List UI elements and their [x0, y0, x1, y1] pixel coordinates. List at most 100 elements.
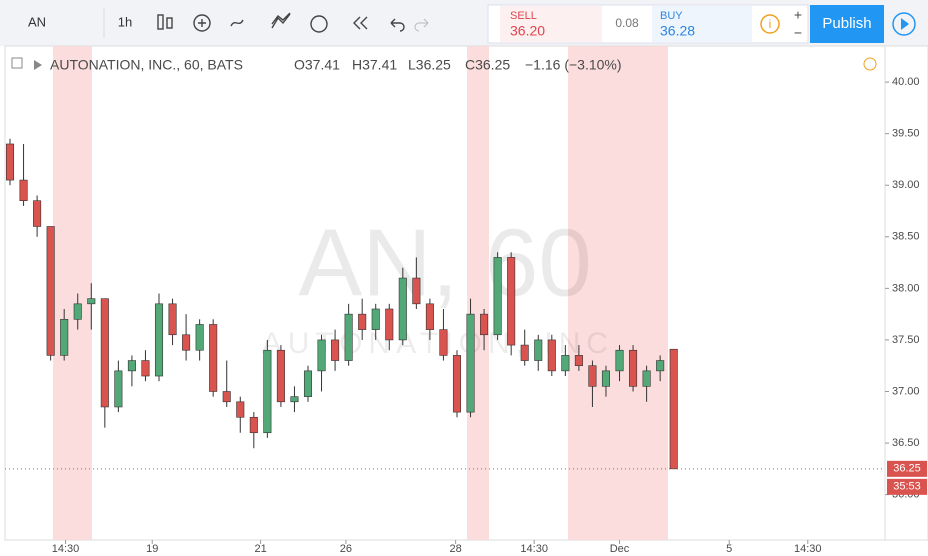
- candle-body: [222, 391, 231, 403]
- candle-body: [601, 370, 611, 387]
- x-tick-label: Dec: [610, 543, 630, 555]
- candle-body: [114, 370, 123, 408]
- y-tick-label: 39.00: [892, 179, 920, 191]
- candle-body: [425, 303, 434, 330]
- watermark-symbol: AN, 60: [298, 209, 591, 316]
- sell-label: SELL: [510, 10, 537, 22]
- session-shading: [53, 46, 668, 540]
- spread: 0.08: [615, 16, 639, 30]
- candle-body: [263, 349, 272, 434]
- svg-text:i: i: [769, 17, 772, 31]
- buy-label: BUY: [660, 10, 683, 22]
- candle-body: [141, 360, 150, 377]
- candle-body: [46, 226, 55, 356]
- candle-body: [493, 257, 502, 336]
- candle-body: [87, 298, 96, 305]
- candle-body: [303, 370, 313, 397]
- candle-body: [60, 318, 69, 356]
- candle-body: [5, 143, 15, 181]
- last-price-box: [887, 460, 927, 477]
- candle-body: [615, 349, 624, 372]
- sell-price: 36.20: [510, 23, 545, 39]
- candle-body: [520, 344, 529, 361]
- candle-body: [73, 303, 82, 320]
- candle-body: [656, 360, 665, 372]
- candle-body: [629, 349, 638, 387]
- candle-body: [317, 339, 326, 372]
- toolbar-icons[interactable]: [157, 12, 405, 33]
- legend-change: −1.16 (−3.10%): [525, 57, 622, 73]
- candle-body: [344, 313, 353, 361]
- candle-body: [182, 334, 191, 351]
- x-tick-label: 19: [146, 543, 158, 555]
- candle-body: [480, 313, 489, 336]
- candle-body: [276, 349, 285, 403]
- alert-icon[interactable]: [760, 14, 780, 34]
- legend-high: H37.41: [352, 57, 397, 73]
- play-button[interactable]: [892, 12, 916, 36]
- x-tick-label: 14:30: [520, 543, 548, 555]
- candle-body: [33, 200, 42, 227]
- candle-body: [642, 370, 651, 387]
- candle-body: [452, 355, 462, 413]
- price-axis: [884, 45, 928, 541]
- x-tick-label: 5: [726, 543, 732, 555]
- candle-body: [168, 303, 177, 336]
- legend-close: C36.25: [465, 57, 510, 73]
- svg-text:+: +: [794, 7, 802, 23]
- warning-icon[interactable]: [863, 57, 877, 71]
- legend-low: L36.25: [408, 57, 451, 73]
- countdown-label: 35:53: [893, 481, 921, 493]
- last-price-label: 36.25: [893, 463, 921, 475]
- candle-body: [669, 348, 678, 470]
- candle-body: [127, 360, 136, 372]
- candle-body: [547, 339, 556, 372]
- candle-body: [290, 396, 299, 403]
- publish-label: Publish: [822, 15, 871, 32]
- symbol[interactable]: AN: [28, 14, 46, 29]
- candle-body: [466, 313, 475, 413]
- y-tick-label: 38.50: [892, 231, 920, 243]
- y-tick-label: 36.50: [892, 437, 920, 449]
- candle-body: [561, 355, 570, 372]
- candle-body: [154, 303, 164, 377]
- candle-body: [371, 308, 380, 330]
- candle-body: [331, 339, 340, 361]
- candle-body: [534, 339, 543, 361]
- svg-text:−: −: [794, 25, 802, 41]
- x-tick-label: 14:30: [794, 543, 822, 555]
- y-tick-label: 38.00: [892, 282, 920, 294]
- candle-body: [412, 277, 421, 305]
- candle-body: [507, 257, 516, 346]
- countdown-box: [887, 478, 927, 495]
- y-tick-label: 39.50: [892, 128, 920, 140]
- x-tick-label: 21: [254, 543, 266, 555]
- y-tick-label: 40.00: [892, 76, 920, 88]
- plot-area: [4, 45, 886, 541]
- sell-button[interactable]: [500, 6, 602, 42]
- candle-body: [249, 416, 258, 434]
- candle-body: [195, 324, 204, 351]
- legend-open: O37.41: [294, 57, 340, 73]
- interval[interactable]: 1h: [118, 14, 132, 29]
- publish-button[interactable]: [810, 5, 884, 43]
- x-tick-label: 26: [340, 543, 352, 555]
- x-tick-label: 28: [450, 543, 462, 555]
- candle-body: [100, 298, 109, 408]
- y-tick-label: 37.00: [892, 385, 920, 397]
- candle-body: [588, 365, 597, 387]
- candle-body: [19, 179, 28, 201]
- legend-name: AUTONATION, INC., 60, BATS: [50, 57, 243, 73]
- candle-body: [398, 277, 407, 341]
- candle-body: [574, 355, 583, 367]
- candle-body: [209, 324, 218, 392]
- x-tick-label: 14:30: [52, 543, 80, 555]
- y-tick-label: 37.50: [892, 334, 920, 346]
- buy-price: 36.28: [660, 23, 695, 39]
- candle-body: [385, 308, 394, 341]
- candle-body: [358, 313, 367, 330]
- redo[interactable]: [414, 18, 429, 32]
- buy-button[interactable]: [652, 6, 752, 42]
- candle-body: [439, 329, 448, 356]
